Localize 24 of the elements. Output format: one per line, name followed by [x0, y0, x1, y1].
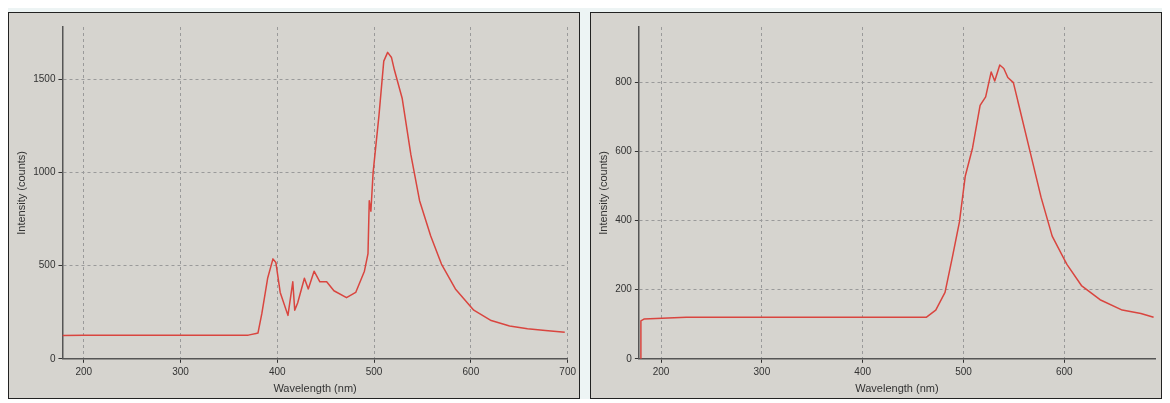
x-axis-title: Wavelength (nm): [273, 382, 357, 395]
x-tick-label: 300: [172, 365, 190, 377]
x-tick-label: 600: [1055, 365, 1074, 377]
x-tick-label: 700: [559, 365, 577, 377]
y-tick-label: 400: [615, 214, 633, 226]
x-tick-label: 400: [854, 365, 872, 377]
y-tick-label: 0: [626, 352, 633, 364]
y-axis-title: Intensity (counts): [596, 151, 609, 235]
x-tick-label: 300: [753, 365, 771, 377]
x-tick-label: 200: [75, 365, 93, 377]
x-tick-label: 400: [268, 365, 287, 377]
y-tick-label: 800: [615, 76, 633, 88]
x-tick-label: 600: [462, 365, 480, 377]
y-axis-title: Intensity (counts): [14, 151, 27, 235]
y-tick-label: 1500: [33, 72, 56, 84]
x-tick-label: 500: [365, 365, 383, 377]
y-tick-label: 200: [615, 283, 633, 295]
y-tick-label: 500: [38, 259, 56, 271]
y-tick-label: 0: [49, 352, 56, 364]
x-tick-label: 200: [652, 365, 670, 377]
x-axis-title: Wavelength (nm): [855, 382, 939, 395]
y-tick-label: 1000: [33, 166, 56, 178]
y-tick-label: 600: [615, 145, 633, 157]
x-tick-label: 500: [955, 365, 973, 377]
